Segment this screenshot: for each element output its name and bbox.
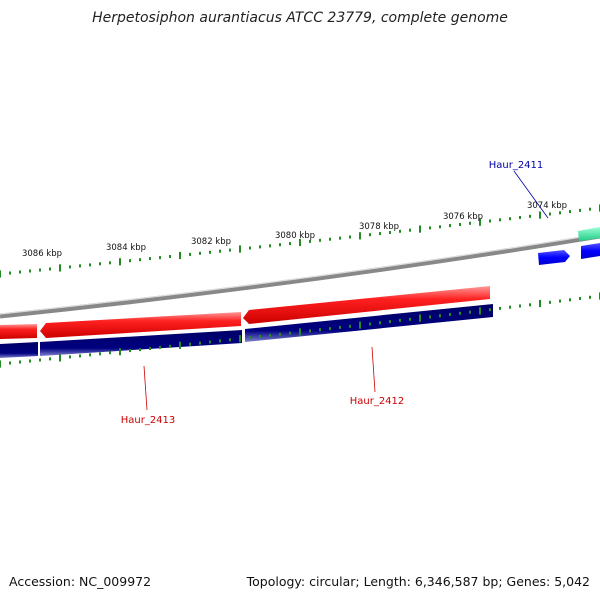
genome-backbone <box>0 233 600 319</box>
genome-backbone-highlight <box>0 233 600 315</box>
gene-label-haur-2413: Haur_2413 <box>121 415 176 426</box>
accession-text: Accession: NC_009972 <box>9 574 152 589</box>
tick-label-3074: 3074 kbp <box>527 201 567 211</box>
gene-arrow-haur-2412 <box>243 286 490 324</box>
tick-label-3086: 3086 kbp <box>22 249 62 259</box>
genome-title: Herpetosiphon aurantiacus ATCC 23779, co… <box>92 10 508 26</box>
rna-gene-arrow <box>578 227 600 241</box>
callout-line-haur-2413 <box>143 365 148 411</box>
callout-line-haur-2412 <box>371 346 376 393</box>
tick-label-3082: 3082 kbp <box>191 237 231 247</box>
cds-track-2413 <box>40 330 242 356</box>
tick-label-3076: 3076 kbp <box>443 212 483 222</box>
gene-arrow-haur-2411 <box>538 250 570 265</box>
tick-row-inner <box>0 292 600 368</box>
gene-label-haur-2412: Haur_2412 <box>350 396 405 407</box>
genome-summary-text: Topology: circular; Length: 6,346,587 bp… <box>246 574 590 589</box>
cds-track-fragment <box>0 342 38 358</box>
gene-arrow-haur-2413 <box>40 312 241 338</box>
gene-arrow-forward-right <box>581 243 600 259</box>
callout-line-haur-2411 <box>513 170 549 219</box>
tick-label-3084: 3084 kbp <box>106 243 146 253</box>
tick-row-outer <box>0 204 600 278</box>
gene-label-haur-2411: Haur_2411 <box>489 160 544 171</box>
gene-arrow-left-fragment <box>0 324 37 339</box>
tick-label-3078: 3078 kbp <box>359 222 399 232</box>
tick-label-3080: 3080 kbp <box>275 231 315 241</box>
